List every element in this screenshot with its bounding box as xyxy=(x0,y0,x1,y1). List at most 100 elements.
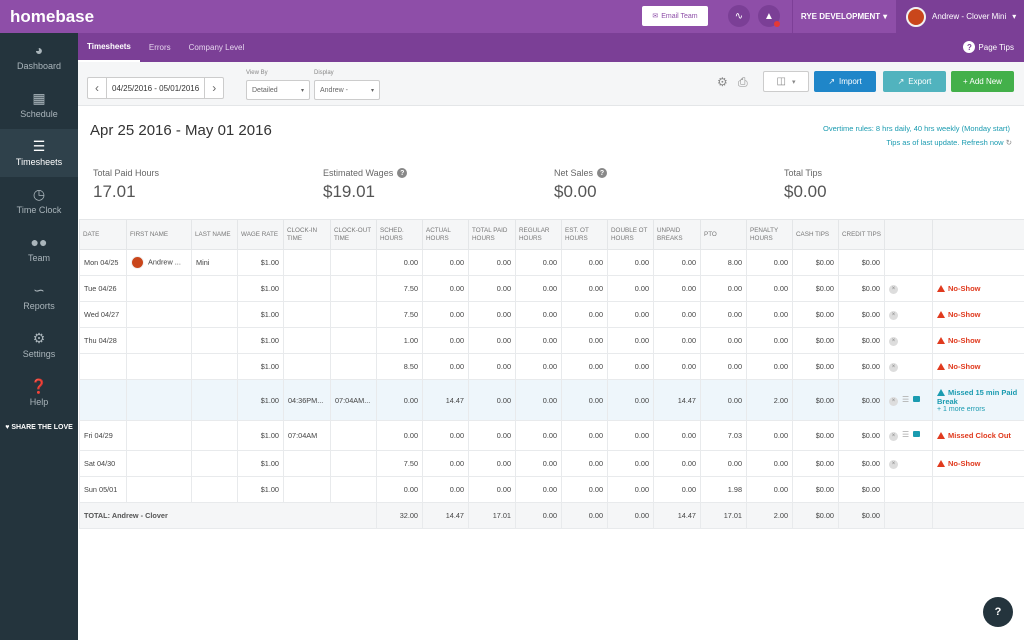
chat-help-button[interactable]: ? xyxy=(983,597,1013,627)
dashboard-icon: ◕ xyxy=(34,42,44,58)
wage-cell: $1.00 xyxy=(237,353,284,380)
refresh-icon: ↻ xyxy=(1005,138,1012,147)
question-icon: ? xyxy=(963,41,976,53)
sidebar-item-label: Help xyxy=(29,397,49,407)
view-by-select[interactable]: Detailed ▾ xyxy=(246,80,310,100)
camera-icon[interactable] xyxy=(913,395,921,402)
sidebar-item-label: Time Clock xyxy=(16,205,62,215)
table-row[interactable]: Sat 04/30 $1.00 7.50 0.00 0.00 0.00 0.00 0.00 0.… xyxy=(79,450,1024,477)
delete-icon[interactable]: × xyxy=(889,363,898,372)
add-new-button[interactable]: + Add New xyxy=(951,71,1014,92)
list-icon[interactable]: ☰ xyxy=(902,430,910,439)
table-row[interactable]: Sun 05/01 $1.00 0.00 0.00 0.00 0.00 0.00 0.00 0.… xyxy=(79,476,1024,503)
delete-icon[interactable]: × xyxy=(889,432,898,441)
tab-timesheets[interactable]: Timesheets xyxy=(78,33,140,62)
column-header: ACTUAL HOURS xyxy=(422,219,469,250)
email-team-button[interactable]: ✉ Email Team xyxy=(642,6,708,26)
next-week-button[interactable]: › xyxy=(205,78,223,98)
activity-icon[interactable]: ∿ xyxy=(728,5,750,27)
regular-cell: 0.00 xyxy=(515,379,562,421)
delete-icon[interactable]: × xyxy=(889,460,898,469)
error-alert[interactable]: No-Show xyxy=(937,284,1020,293)
break-alert[interactable]: Missed 15 min Paid Break xyxy=(937,388,1020,406)
table-row[interactable]: Tue 04/26 $1.00 7.50 0.00 0.00 0.00 0.00 0.00 0.… xyxy=(79,275,1024,302)
share-the-love-link[interactable]: ♥ SHARE THE LOVE xyxy=(0,423,78,432)
paid-cell: 0.00 xyxy=(468,420,516,451)
dot-cell: 0.00 xyxy=(607,450,654,477)
export-button[interactable]: ↗ Export xyxy=(883,71,946,92)
page-tips-link[interactable]: ? Page Tips xyxy=(963,41,1014,53)
column-header xyxy=(884,219,933,250)
more-errors-link[interactable]: + 1 more errors xyxy=(937,405,986,413)
warning-icon xyxy=(937,337,945,344)
actions-cell: × xyxy=(884,450,933,477)
table-row[interactable]: Mon 04/25 Andrew ... Mini $1.00 0.00 0.00 0.00… xyxy=(79,249,1024,276)
first-name-cell xyxy=(126,420,192,451)
dot-cell: 0.00 xyxy=(607,327,654,354)
total-credit: $0.00 xyxy=(838,502,885,529)
sidebar-item-reports[interactable]: ∽ Reports xyxy=(0,273,78,321)
tab-errors[interactable]: Errors xyxy=(148,43,171,52)
app-logo[interactable]: homebase xyxy=(10,6,95,26)
error-alert[interactable]: No-Show xyxy=(937,336,1020,345)
sidebar-item-team[interactable]: ●● Team xyxy=(0,225,78,273)
table-row[interactable]: Wed 04/27 $1.00 7.50 0.00 0.00 0.00 0.00 0.00 0.… xyxy=(79,301,1024,328)
sidebar-item-timesheets[interactable]: ☰ Timesheets xyxy=(0,129,78,177)
columns-select[interactable]: ◫ ▾ xyxy=(763,71,809,92)
info-icon[interactable]: ? xyxy=(597,168,608,178)
credit-cell: $0.00 xyxy=(838,379,885,421)
sidebar-item-help[interactable]: ❓ Help xyxy=(0,369,78,417)
total-actions xyxy=(884,502,933,529)
print-icon[interactable]: ⎙ xyxy=(738,75,748,89)
delete-icon[interactable]: × xyxy=(889,337,898,346)
location-selector[interactable]: RYE DEVELOPMENT ▾ xyxy=(792,0,895,33)
error-alert[interactable]: No-Show xyxy=(937,362,1020,371)
date-range-field[interactable]: 04/25/2016 - 05/01/2016 xyxy=(106,78,206,98)
actual-cell: 0.00 xyxy=(422,420,469,451)
stat-label: Estimated Wages xyxy=(323,168,394,178)
info-icon[interactable]: ? xyxy=(397,168,408,178)
overtime-rules-link[interactable]: Overtime rules: 8 hrs daily, 40 hrs week… xyxy=(822,124,1010,133)
last-name-cell xyxy=(191,420,238,451)
delete-icon[interactable]: × xyxy=(889,311,898,320)
stat-estimated-wages: Estimated Wages? $19.01 xyxy=(323,168,408,202)
last-name-cell xyxy=(191,450,238,477)
regular-cell: 0.00 xyxy=(515,249,562,276)
error-alert[interactable]: Missed Clock Out xyxy=(937,431,1020,440)
sidebar-item-time-clock[interactable]: ◷ Time Clock xyxy=(0,177,78,225)
sched-cell: 8.50 xyxy=(376,353,423,380)
table-row[interactable]: $1.00 04:36PM... 07:04AM... 0.00 14.47 0.00 0.… xyxy=(79,379,1024,421)
chevron-down-icon: ▾ xyxy=(370,87,374,94)
total-alert xyxy=(932,502,1024,529)
chevron-down-icon: ▾ xyxy=(300,87,304,94)
bell-icon[interactable]: ▲ xyxy=(758,5,780,27)
alert-cell: No-Show xyxy=(932,301,1024,328)
clock-out-cell xyxy=(330,301,377,328)
gear-icon[interactable]: ⚙ xyxy=(717,75,728,89)
delete-icon[interactable]: × xyxy=(889,285,898,294)
user-menu[interactable]: Andrew - Clover Mini ▾ xyxy=(896,0,1024,33)
camera-icon[interactable] xyxy=(913,431,921,437)
sidebar-item-schedule[interactable]: ▦ Schedule xyxy=(0,81,78,129)
tips-refresh-link[interactable]: Tips as of last update. Refresh now ↻ xyxy=(886,138,1012,147)
actions-cell: × xyxy=(884,327,933,354)
delete-icon[interactable]: × xyxy=(889,396,898,406)
clock-out-cell xyxy=(330,327,377,354)
sidebar-item-dashboard[interactable]: ◕ Dashboard xyxy=(0,33,78,81)
table-row[interactable]: Thu 04/28 $1.00 1.00 0.00 0.00 0.00 0.00 0.00 0.… xyxy=(79,327,1024,354)
pto-cell: 0.00 xyxy=(700,301,747,328)
table-row[interactable]: Fri 04/29 $1.00 07:04AM 0.00 0.00 0.00 0.00 0.0… xyxy=(79,420,1024,451)
column-header: CASH TIPS xyxy=(792,219,839,250)
column-header: PENALTY HOURS xyxy=(746,219,793,250)
sidebar-item-settings[interactable]: ⚙ Settings xyxy=(0,321,78,369)
warning-icon xyxy=(937,388,945,396)
prev-week-button[interactable]: ‹ xyxy=(88,78,106,98)
table-row[interactable]: $1.00 8.50 0.00 0.00 0.00 0.00 0.00 0.00 0.00 0.0… xyxy=(79,353,1024,380)
error-alert[interactable]: No-Show xyxy=(937,459,1020,468)
credit-cell: $0.00 xyxy=(838,301,885,328)
tab-company-level[interactable]: Company Level xyxy=(188,43,245,52)
error-alert[interactable]: No-Show xyxy=(937,310,1020,319)
import-button[interactable]: ↗ Import xyxy=(814,71,876,92)
display-select[interactable]: Andrew - ▾ xyxy=(314,80,380,100)
list-icon[interactable]: ☰ xyxy=(902,394,910,404)
